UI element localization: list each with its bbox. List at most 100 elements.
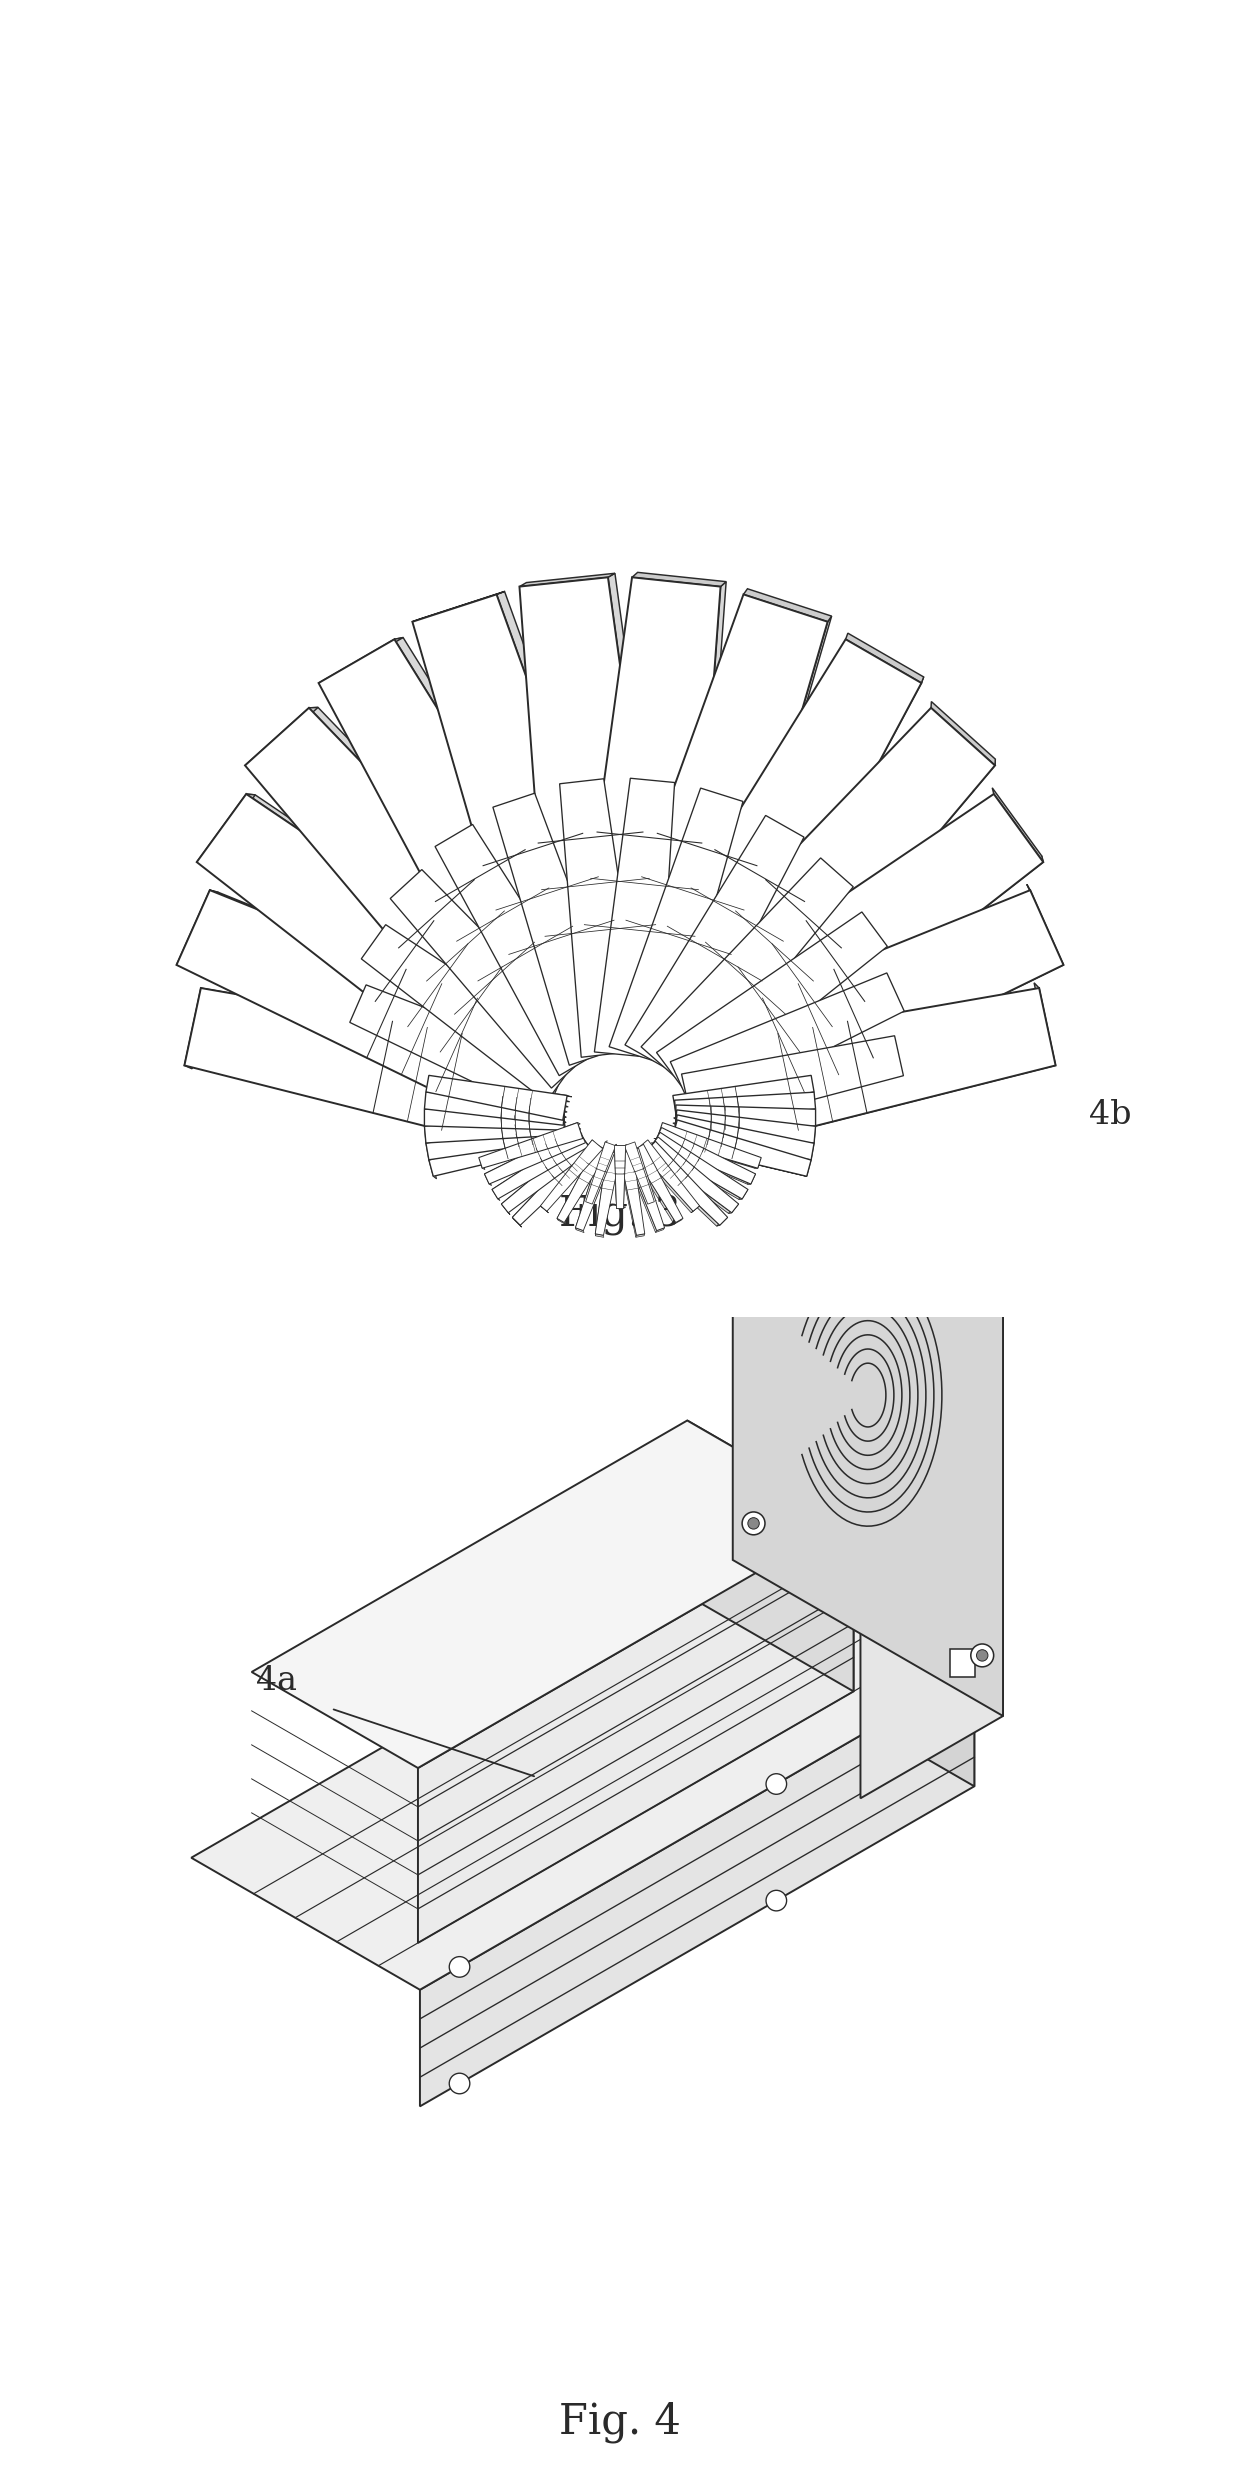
Polygon shape (479, 1123, 583, 1168)
Polygon shape (641, 1153, 719, 1225)
Polygon shape (671, 974, 904, 1116)
Polygon shape (496, 591, 661, 1029)
Polygon shape (424, 1093, 565, 1126)
Polygon shape (594, 778, 675, 1059)
Polygon shape (630, 1151, 676, 1225)
Polygon shape (386, 924, 588, 1054)
Polygon shape (625, 1148, 665, 1230)
Polygon shape (413, 591, 505, 621)
Polygon shape (425, 1076, 433, 1093)
Polygon shape (485, 1173, 491, 1185)
Polygon shape (624, 1146, 650, 1205)
Polygon shape (931, 701, 996, 765)
Polygon shape (424, 1111, 567, 1128)
Polygon shape (425, 1076, 567, 1121)
Polygon shape (197, 795, 255, 862)
Polygon shape (675, 1111, 816, 1143)
Circle shape (742, 1511, 765, 1536)
Polygon shape (176, 890, 567, 1133)
Polygon shape (595, 1151, 608, 1235)
Polygon shape (657, 1123, 761, 1168)
Polygon shape (246, 708, 610, 1096)
Polygon shape (673, 890, 1064, 1133)
Polygon shape (309, 708, 619, 1021)
Polygon shape (635, 1148, 693, 1213)
Text: 4b: 4b (1089, 1098, 1132, 1131)
Polygon shape (748, 1173, 755, 1185)
Text: Fig. 4: Fig. 4 (559, 2401, 681, 2443)
Polygon shape (656, 1228, 665, 1233)
Polygon shape (575, 1228, 584, 1233)
Polygon shape (210, 890, 575, 1036)
Polygon shape (632, 572, 727, 586)
Polygon shape (657, 778, 678, 1059)
Polygon shape (614, 1143, 619, 1208)
Polygon shape (492, 1190, 500, 1200)
Polygon shape (492, 1133, 589, 1198)
Polygon shape (501, 1138, 593, 1213)
Polygon shape (361, 924, 582, 1101)
Circle shape (766, 1891, 786, 1911)
Polygon shape (492, 1133, 582, 1190)
Polygon shape (575, 1148, 615, 1230)
Circle shape (971, 1645, 993, 1667)
Polygon shape (595, 1233, 604, 1238)
Polygon shape (472, 823, 619, 1044)
Polygon shape (425, 1116, 567, 1160)
Polygon shape (647, 1138, 739, 1213)
Polygon shape (715, 758, 996, 1096)
Polygon shape (590, 1074, 1003, 1312)
Polygon shape (479, 1123, 580, 1158)
Polygon shape (429, 1076, 572, 1096)
Bar (950, 1650, 975, 1677)
Polygon shape (350, 984, 568, 1116)
Circle shape (742, 1123, 765, 1146)
Polygon shape (680, 832, 805, 1076)
Polygon shape (673, 1088, 815, 1121)
Polygon shape (691, 989, 1055, 1153)
Polygon shape (587, 594, 827, 1066)
Polygon shape (420, 1670, 975, 2107)
Circle shape (449, 2072, 470, 2095)
Polygon shape (512, 1141, 585, 1220)
Polygon shape (424, 1106, 564, 1131)
Polygon shape (595, 1151, 621, 1235)
Polygon shape (651, 1143, 751, 1185)
Polygon shape (656, 912, 888, 1101)
Polygon shape (631, 1143, 683, 1223)
Circle shape (977, 1260, 988, 1272)
Polygon shape (739, 1190, 748, 1200)
Polygon shape (485, 1128, 580, 1175)
Polygon shape (810, 1091, 816, 1108)
Polygon shape (557, 1218, 565, 1225)
Polygon shape (191, 1538, 975, 1990)
Polygon shape (319, 639, 403, 683)
Polygon shape (861, 1230, 1003, 1799)
Polygon shape (568, 577, 720, 1054)
Polygon shape (673, 1116, 815, 1160)
Polygon shape (653, 1138, 758, 1168)
Polygon shape (246, 708, 317, 765)
Polygon shape (366, 984, 574, 1064)
Polygon shape (708, 1061, 1055, 1153)
Polygon shape (424, 1093, 430, 1111)
Polygon shape (319, 639, 632, 1081)
Polygon shape (424, 1108, 429, 1128)
Polygon shape (717, 1218, 728, 1225)
Polygon shape (501, 1205, 510, 1215)
Polygon shape (424, 1106, 568, 1111)
Polygon shape (424, 1111, 565, 1143)
Polygon shape (534, 790, 635, 1046)
Polygon shape (585, 1141, 608, 1203)
Polygon shape (425, 1116, 567, 1146)
Polygon shape (636, 1233, 645, 1238)
Polygon shape (512, 1141, 596, 1225)
Text: Fig. 3: Fig. 3 (559, 1195, 681, 1238)
Polygon shape (557, 1143, 609, 1223)
Polygon shape (728, 1205, 739, 1213)
Polygon shape (185, 989, 549, 1153)
Polygon shape (585, 1143, 616, 1205)
Polygon shape (641, 857, 853, 1088)
Polygon shape (435, 825, 613, 1076)
Polygon shape (185, 989, 208, 1069)
